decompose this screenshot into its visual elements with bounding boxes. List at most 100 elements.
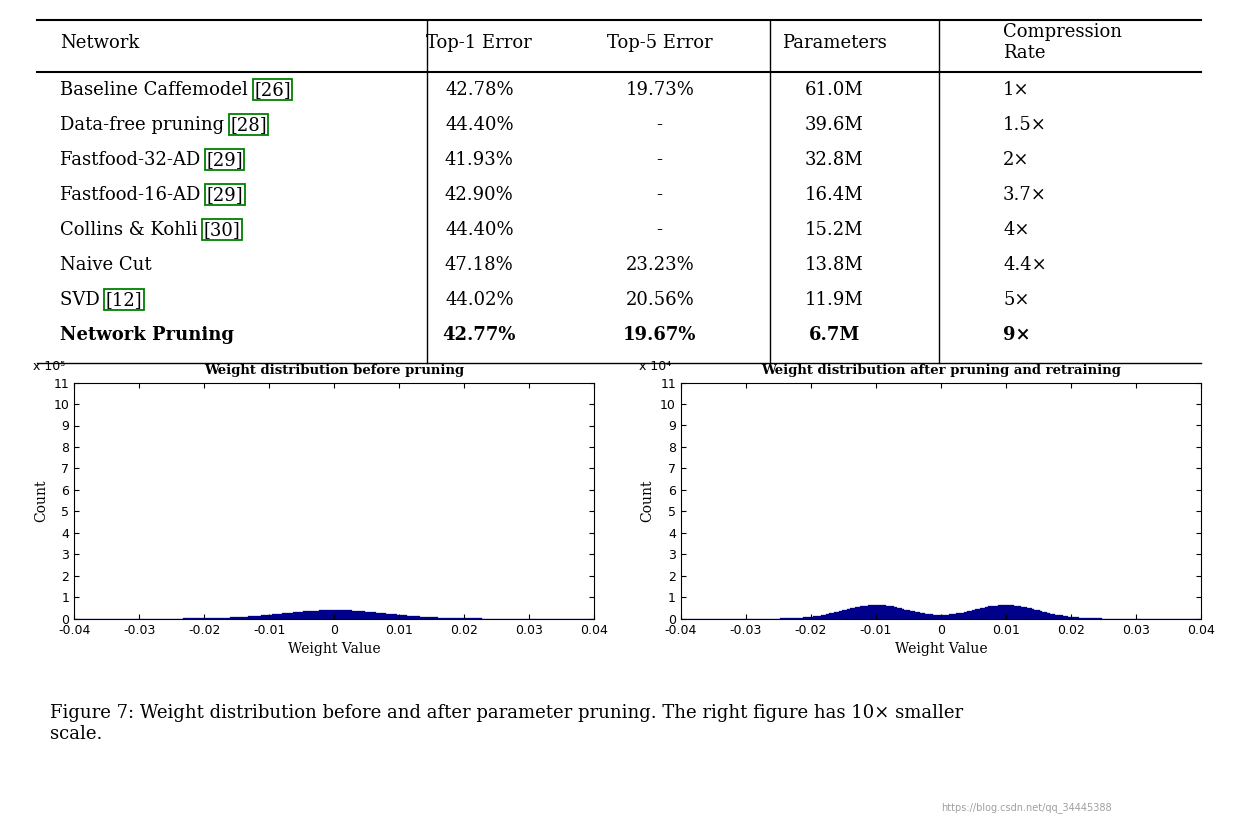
Bar <box>998 606 1000 619</box>
Bar <box>292 612 295 619</box>
Text: [26]: [26] <box>254 81 291 98</box>
Bar <box>951 615 954 619</box>
Text: 1×: 1× <box>1003 81 1030 98</box>
Text: Network Pruning: Network Pruning <box>61 326 234 344</box>
Bar <box>1037 610 1040 619</box>
Text: -: - <box>656 151 662 168</box>
Bar <box>877 605 879 619</box>
Bar <box>1032 609 1035 619</box>
Bar <box>936 615 938 619</box>
Bar <box>870 605 873 619</box>
Bar <box>905 610 907 619</box>
Bar <box>350 610 353 619</box>
Bar <box>306 611 308 619</box>
Bar <box>240 617 243 619</box>
Bar <box>1052 614 1055 619</box>
Bar <box>1061 615 1063 619</box>
Text: Fastfood-16-AD: Fastfood-16-AD <box>61 186 207 204</box>
Bar <box>1078 618 1081 619</box>
Bar <box>808 617 811 619</box>
Bar <box>270 615 272 619</box>
Bar <box>1045 612 1047 619</box>
Bar <box>322 610 324 619</box>
Bar <box>842 610 844 619</box>
Bar <box>230 618 233 619</box>
Bar <box>858 606 860 619</box>
Bar <box>959 613 962 619</box>
Bar <box>993 606 995 619</box>
Bar <box>396 615 399 619</box>
Text: x 10⁵: x 10⁵ <box>32 360 64 373</box>
Bar <box>972 610 974 619</box>
Bar <box>1047 613 1050 619</box>
Text: [28]: [28] <box>230 116 267 133</box>
Text: Parameters: Parameters <box>782 33 886 51</box>
Bar <box>907 610 910 619</box>
Bar <box>324 610 327 619</box>
Bar <box>938 615 941 619</box>
Text: 23.23%: 23.23% <box>625 256 695 274</box>
Title: Weight distribution before pruning: Weight distribution before pruning <box>204 364 464 377</box>
Bar <box>1066 616 1068 619</box>
Bar <box>415 616 417 619</box>
Bar <box>420 616 422 619</box>
Bar <box>308 611 311 619</box>
Bar <box>1021 606 1024 619</box>
Bar <box>313 610 316 619</box>
Bar <box>261 615 264 619</box>
Bar <box>298 612 301 619</box>
Bar <box>376 613 379 619</box>
Bar <box>863 606 865 619</box>
Text: 4×: 4× <box>1003 221 1030 239</box>
Bar <box>402 615 405 619</box>
Bar <box>363 611 365 619</box>
Bar <box>287 613 290 619</box>
Bar <box>360 611 363 619</box>
Bar <box>374 612 376 619</box>
Bar <box>915 612 917 619</box>
Bar <box>303 611 306 619</box>
Bar <box>235 617 238 619</box>
Text: 3.7×: 3.7× <box>1003 186 1047 204</box>
Bar <box>282 613 285 619</box>
Bar <box>879 605 881 619</box>
Bar <box>339 610 342 619</box>
Bar <box>881 605 884 619</box>
Bar <box>249 616 251 619</box>
Bar <box>428 617 431 619</box>
Text: 41.93%: 41.93% <box>444 151 514 168</box>
Bar <box>295 612 298 619</box>
Bar <box>243 617 246 619</box>
Bar <box>327 610 329 619</box>
Text: x 10⁴: x 10⁴ <box>639 360 671 373</box>
Bar <box>386 614 389 619</box>
Bar <box>928 614 931 619</box>
Bar <box>889 606 891 619</box>
Text: 9×: 9× <box>1003 326 1031 344</box>
Bar <box>954 614 957 619</box>
Bar <box>985 607 988 619</box>
Text: SVD: SVD <box>61 291 106 309</box>
Bar <box>399 615 402 619</box>
Bar <box>832 613 834 619</box>
Text: 42.90%: 42.90% <box>444 186 514 204</box>
Bar <box>301 611 303 619</box>
Text: Baseline Caffemodel: Baseline Caffemodel <box>61 81 254 98</box>
Bar <box>837 611 839 619</box>
Bar <box>1005 605 1009 619</box>
Text: 4.4×: 4.4× <box>1003 256 1047 274</box>
Bar <box>355 610 358 619</box>
Bar <box>1073 617 1076 619</box>
Bar <box>974 610 977 619</box>
Bar <box>922 614 925 619</box>
Bar <box>264 615 266 619</box>
Bar <box>412 616 415 619</box>
Text: [29]: [29] <box>207 151 243 168</box>
Text: 42.77%: 42.77% <box>443 326 516 344</box>
Bar <box>389 614 391 619</box>
Text: 44.40%: 44.40% <box>444 116 514 133</box>
Bar <box>251 616 254 619</box>
Bar <box>1003 605 1005 619</box>
Bar <box>259 615 261 619</box>
Bar <box>1014 606 1016 619</box>
